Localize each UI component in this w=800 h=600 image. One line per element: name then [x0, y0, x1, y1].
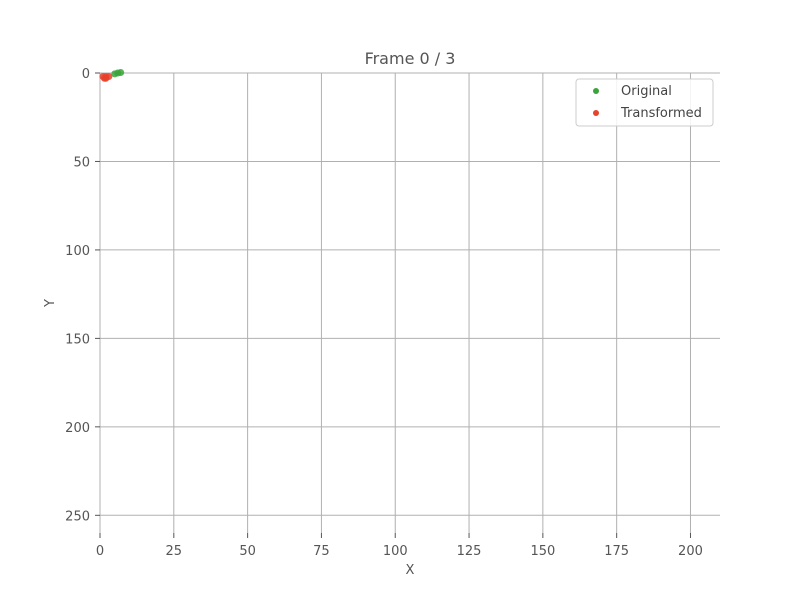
x-tick-label: 25 [166, 544, 183, 559]
legend-marker-original [593, 88, 599, 94]
x-tick-label: 0 [96, 544, 104, 559]
legend: Original Transformed [575, 78, 714, 127]
legend-box [575, 78, 714, 127]
x-tick-label: 100 [383, 544, 408, 559]
x-tick-label: 50 [239, 544, 256, 559]
y-axis-label: Y [43, 299, 58, 308]
legend-label-transformed: Transformed [620, 106, 702, 121]
x-axis-label: X [406, 563, 415, 578]
x-tick-label: 150 [530, 544, 555, 559]
y-tick-label: 200 [65, 421, 90, 436]
data-points [99, 68, 125, 82]
y-tick-label: 0 [82, 67, 90, 82]
grid-lines [99, 72, 720, 533]
transformed-point [102, 74, 110, 82]
x-tick-label: 125 [457, 544, 482, 559]
x-tick-label: 175 [604, 544, 629, 559]
y-tick-label: 250 [65, 509, 90, 524]
legend-marker-transformed [593, 110, 599, 116]
y-tick-label: 150 [65, 332, 90, 347]
original-point [117, 68, 125, 76]
x-tick-label: 200 [678, 544, 703, 559]
x-tick-label: 75 [313, 544, 330, 559]
axes: 0 25 50 75 100 125 150 175 200 0 50 100 150 200 250 [65, 67, 703, 559]
original-point [111, 70, 119, 78]
y-tick-label: 100 [65, 244, 90, 259]
y-tick-label: 50 [73, 155, 90, 170]
chart-title: Frame 0 / 3 [365, 49, 456, 68]
legend-label-original: Original [621, 84, 672, 99]
